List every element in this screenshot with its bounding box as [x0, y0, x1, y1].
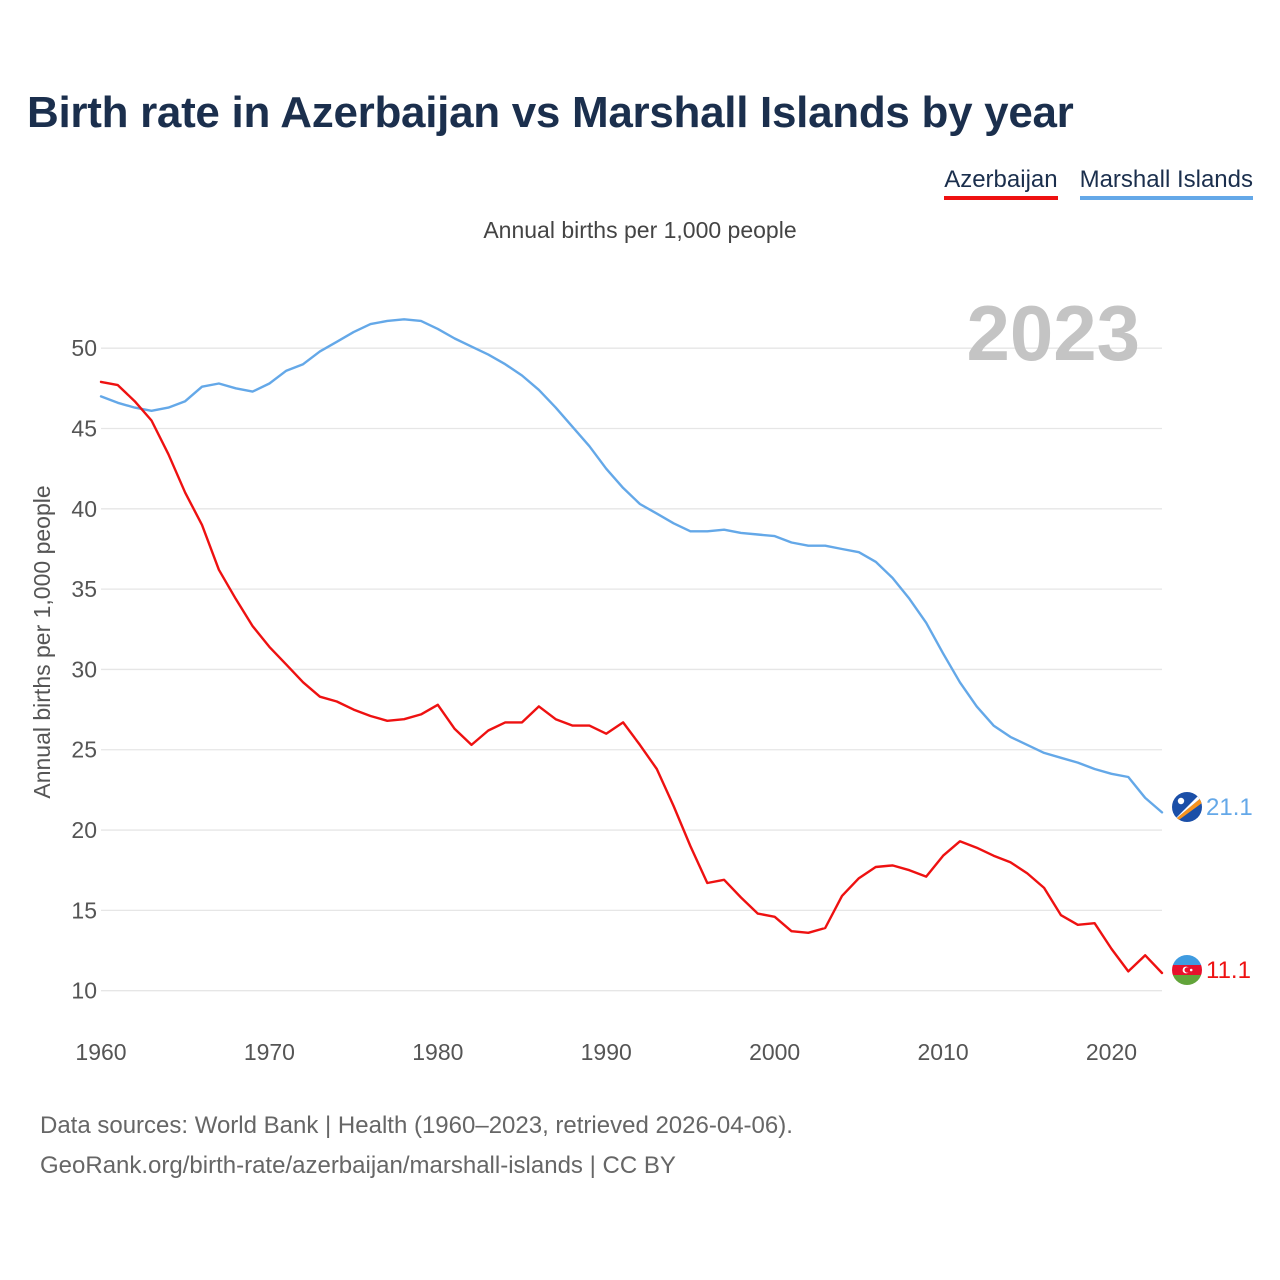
- legend-item-azerbaijan[interactable]: Azerbaijan: [944, 166, 1058, 200]
- y-tick-label: 20: [71, 817, 97, 843]
- chart-title: Birth rate in Azerbaijan vs Marshall Isl…: [27, 88, 1074, 137]
- end-label-azerbaijan: 11.1: [1206, 957, 1251, 984]
- x-tick-label: 2010: [917, 1039, 968, 1065]
- y-tick-label: 45: [71, 415, 97, 441]
- x-tick-label: 1980: [412, 1039, 463, 1065]
- y-tick-label: 30: [71, 656, 97, 682]
- chart-subtitle: Annual births per 1,000 people: [483, 217, 797, 243]
- y-tick-label: 35: [71, 576, 97, 602]
- gridlines: [101, 347, 1162, 992]
- legend-item-marshall-islands[interactable]: Marshall Islands: [1079, 166, 1253, 200]
- data-source-text: Data sources: World Bank | Health (1960–…: [40, 1112, 793, 1139]
- x-tick-label: 1990: [581, 1039, 632, 1065]
- flag-azerbaijan-icon: [1172, 955, 1202, 985]
- x-tick-label: 1970: [244, 1039, 295, 1065]
- flag-marshall-islands-icon: [1172, 792, 1202, 822]
- axes: 10 15 20 25 30 35 40 45 50 1960 1970 1980 1990 2000 20…: [71, 335, 1137, 1065]
- series-line-azerbaijan[interactable]: [99, 380, 1164, 975]
- y-tick-label: 25: [71, 737, 97, 763]
- x-tick-label: 2000: [749, 1039, 800, 1065]
- year-watermark: 2023: [966, 289, 1140, 377]
- line-chart: 2023 10 15 20 25 30 35 40 45 50 1960 1970 1980 1990 2…: [29, 289, 1253, 1065]
- series-line-marshall-islands[interactable]: [99, 318, 1164, 814]
- series-lines: [99, 318, 1164, 975]
- y-tick-label: 50: [71, 335, 97, 361]
- end-label-marshall-islands: 21.1: [1206, 794, 1253, 821]
- y-axis-label: Annual births per 1,000 people: [29, 485, 55, 798]
- legend: Azerbaijan Marshall Islands: [944, 166, 1253, 200]
- attribution-link[interactable]: GeoRank.org/birth-rate/azerbaijan/marsha…: [40, 1152, 676, 1179]
- legend-label-marshall-islands: Marshall Islands: [1079, 166, 1253, 193]
- legend-label-azerbaijan: Azerbaijan: [944, 166, 1058, 193]
- footer: Data sources: World Bank | Health (1960–…: [40, 1106, 793, 1186]
- x-tick-label: 1960: [75, 1039, 126, 1065]
- y-tick-label: 15: [71, 897, 97, 923]
- y-tick-label: 10: [71, 978, 97, 1004]
- x-tick-label: 2020: [1086, 1039, 1137, 1065]
- y-tick-label: 40: [71, 496, 97, 522]
